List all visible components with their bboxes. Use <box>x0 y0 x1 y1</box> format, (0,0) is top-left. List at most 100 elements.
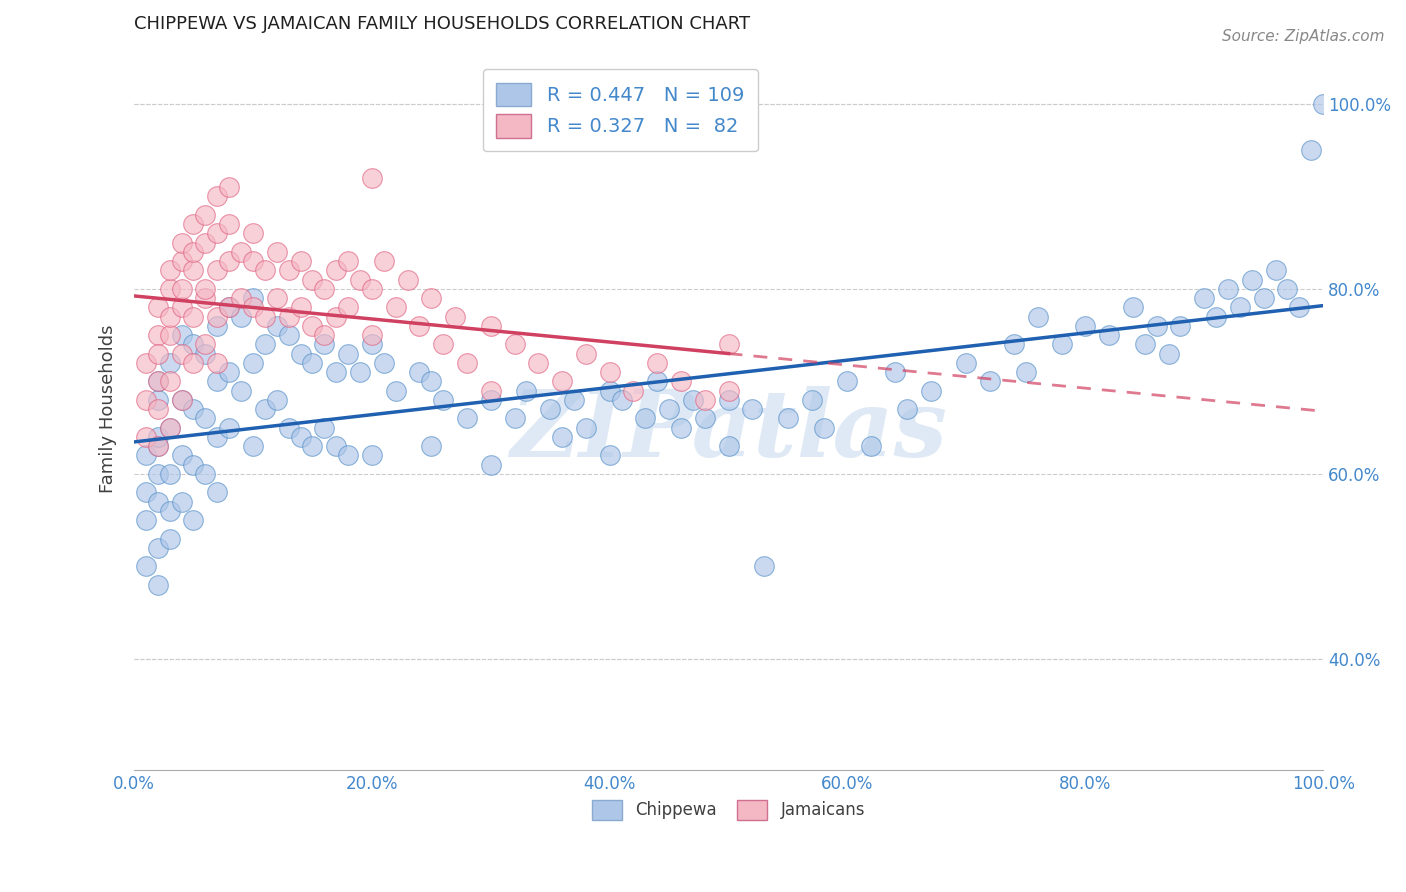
Point <box>717 384 740 398</box>
Point <box>207 310 229 324</box>
Point <box>229 291 252 305</box>
Point <box>1264 263 1286 277</box>
Point <box>432 337 454 351</box>
Point <box>266 318 288 333</box>
Point <box>207 189 229 203</box>
Point <box>538 402 561 417</box>
Point <box>135 430 157 444</box>
Point <box>373 356 395 370</box>
Point <box>1146 318 1168 333</box>
Point <box>229 244 252 259</box>
Point <box>562 392 585 407</box>
Point <box>979 375 1001 389</box>
Text: CHIPPEWA VS JAMAICAN FAMILY HOUSEHOLDS CORRELATION CHART: CHIPPEWA VS JAMAICAN FAMILY HOUSEHOLDS C… <box>134 15 751 33</box>
Point <box>159 532 181 546</box>
Point <box>1015 365 1038 379</box>
Point <box>1098 328 1121 343</box>
Point <box>1157 347 1180 361</box>
Point <box>301 439 323 453</box>
Point <box>1192 291 1215 305</box>
Point <box>218 180 240 194</box>
Point <box>479 392 502 407</box>
Point <box>610 392 633 407</box>
Point <box>207 430 229 444</box>
Point <box>183 356 205 370</box>
Point <box>1253 291 1275 305</box>
Point <box>408 365 430 379</box>
Point <box>1026 310 1049 324</box>
Text: ZIPatlas: ZIPatlas <box>510 386 948 475</box>
Point <box>170 392 193 407</box>
Text: Source: ZipAtlas.com: Source: ZipAtlas.com <box>1222 29 1385 44</box>
Point <box>420 291 443 305</box>
Point <box>623 384 645 398</box>
Point <box>170 328 193 343</box>
Point <box>813 421 835 435</box>
Point <box>420 375 443 389</box>
Point <box>146 467 169 481</box>
Legend: Chippewa, Jamaicans: Chippewa, Jamaicans <box>585 793 872 827</box>
Point <box>325 439 347 453</box>
Point <box>183 458 205 472</box>
Point <box>146 392 169 407</box>
Point <box>420 439 443 453</box>
Point <box>218 217 240 231</box>
Point <box>860 439 883 453</box>
Point <box>170 301 193 315</box>
Point <box>1133 337 1156 351</box>
Point <box>266 392 288 407</box>
Point <box>290 301 312 315</box>
Point <box>194 337 217 351</box>
Point <box>837 375 859 389</box>
Point <box>242 439 264 453</box>
Point <box>456 411 478 425</box>
Point <box>599 384 621 398</box>
Point <box>242 254 264 268</box>
Point <box>194 282 217 296</box>
Point <box>896 402 918 417</box>
Point <box>373 254 395 268</box>
Point <box>314 282 336 296</box>
Point <box>218 301 240 315</box>
Point <box>1002 337 1025 351</box>
Point <box>800 392 823 407</box>
Point <box>146 375 169 389</box>
Point <box>170 392 193 407</box>
Point <box>229 310 252 324</box>
Point <box>135 559 157 574</box>
Point <box>444 310 467 324</box>
Point <box>146 430 169 444</box>
Point <box>337 449 360 463</box>
Point <box>325 310 347 324</box>
Point <box>159 467 181 481</box>
Point <box>170 282 193 296</box>
Point <box>920 384 942 398</box>
Point <box>135 485 157 500</box>
Point <box>194 291 217 305</box>
Point <box>242 356 264 370</box>
Point <box>207 356 229 370</box>
Point <box>658 402 681 417</box>
Point <box>194 208 217 222</box>
Point <box>360 337 382 351</box>
Point <box>717 337 740 351</box>
Point <box>314 421 336 435</box>
Point <box>301 273 323 287</box>
Point <box>776 411 799 425</box>
Point <box>515 384 537 398</box>
Point <box>717 392 740 407</box>
Point <box>242 301 264 315</box>
Point <box>146 402 169 417</box>
Point <box>337 254 360 268</box>
Point <box>599 449 621 463</box>
Point <box>360 171 382 186</box>
Point <box>170 347 193 361</box>
Point <box>183 337 205 351</box>
Point <box>146 578 169 592</box>
Point <box>194 235 217 250</box>
Point <box>170 449 193 463</box>
Point <box>135 392 157 407</box>
Point <box>183 310 205 324</box>
Point <box>575 347 598 361</box>
Point <box>194 467 217 481</box>
